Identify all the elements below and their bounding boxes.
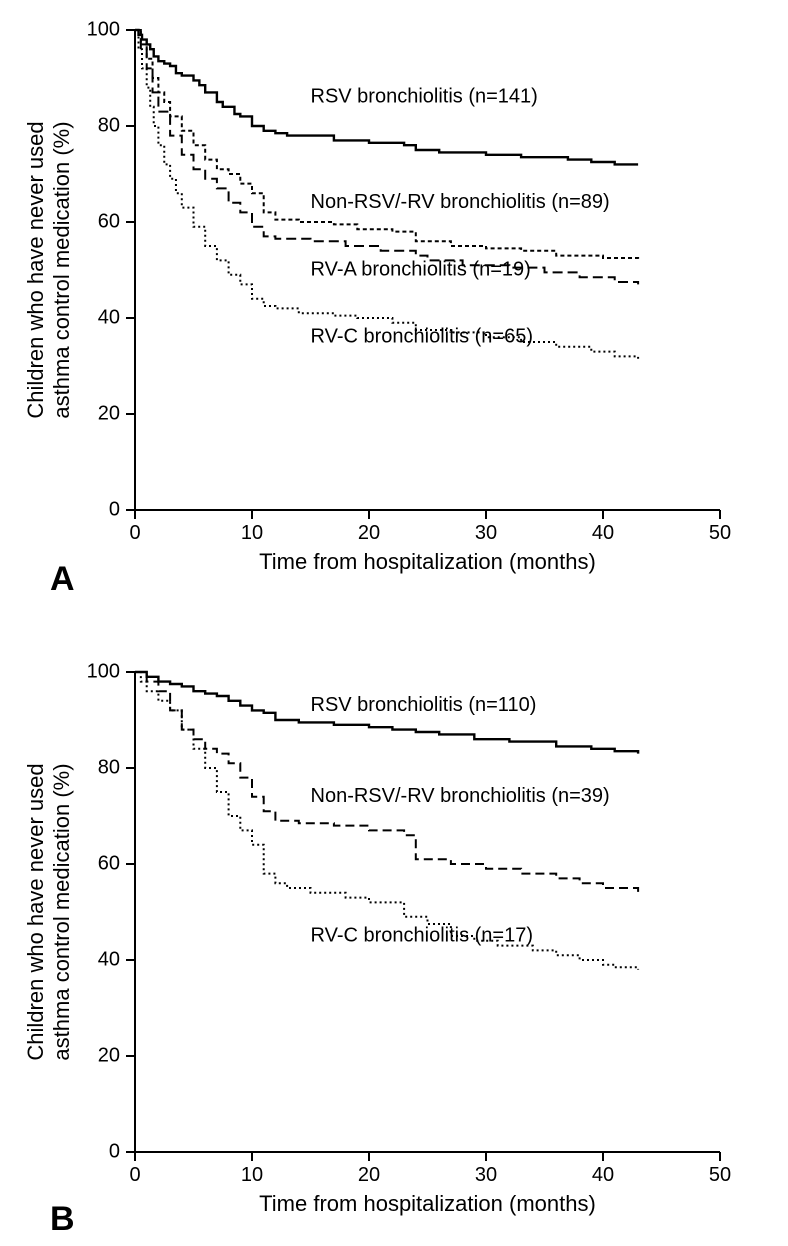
svg-text:80: 80 — [98, 756, 120, 778]
series-label: RV-C bronchiolitis (n=17) — [311, 924, 534, 946]
svg-text:10: 10 — [241, 1164, 263, 1186]
panel-b-chart: 0 20 40 60 80 100 0 10 20 30 40 50 Time from hospita… — [0, 0, 788, 1246]
series-label: RSV bronchiolitis (n=110) — [311, 694, 537, 716]
svg-text:40: 40 — [98, 948, 120, 970]
svg-text:20: 20 — [358, 1164, 380, 1186]
figure-page: 0 20 40 60 80 100 0 10 20 30 40 50 Time from hospita… — [0, 0, 788, 1246]
svg-text:100: 100 — [87, 660, 120, 682]
svg-text:30: 30 — [475, 1164, 497, 1186]
panel-label-b: B — [50, 1200, 75, 1239]
svg-text:0: 0 — [129, 1164, 140, 1186]
series-label: Non-RSV/-RV bronchiolitis (n=39) — [311, 785, 610, 807]
svg-text:Time from hospitalization (mon: Time from hospitalization (months) — [259, 1191, 596, 1216]
svg-text:Children who have never usedas: Children who have never usedasthma contr… — [23, 763, 74, 1060]
svg-text:40: 40 — [592, 1164, 614, 1186]
svg-text:60: 60 — [98, 852, 120, 874]
svg-text:50: 50 — [709, 1164, 731, 1186]
svg-text:0: 0 — [109, 1140, 120, 1162]
svg-text:20: 20 — [98, 1044, 120, 1066]
